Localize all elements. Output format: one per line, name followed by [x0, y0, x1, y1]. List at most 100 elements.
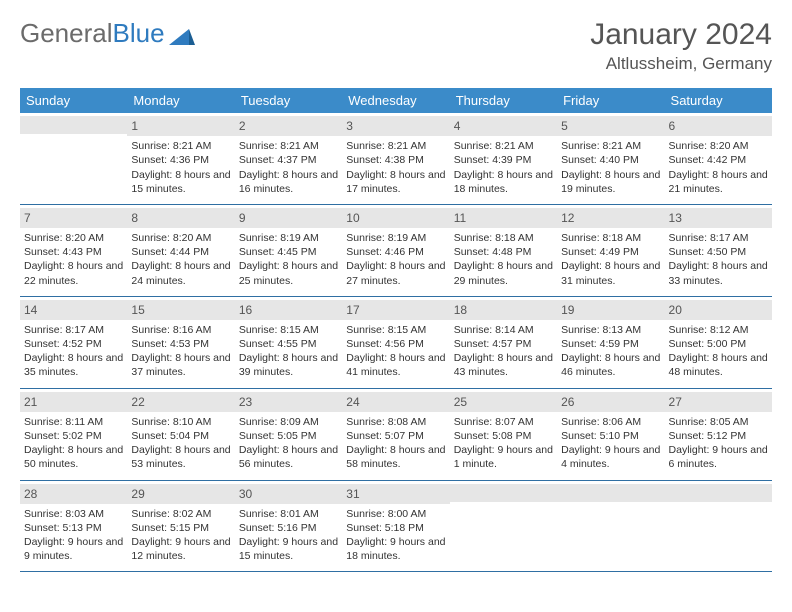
sunset-text: Sunset: 4:50 PM — [669, 245, 768, 259]
sunrise-text: Sunrise: 8:12 AM — [669, 323, 768, 337]
daylight-text: Daylight: 8 hours and 41 minutes. — [346, 351, 445, 379]
day-cell: 8Sunrise: 8:20 AMSunset: 4:44 PMDaylight… — [127, 205, 234, 296]
sunrise-text: Sunrise: 8:20 AM — [131, 231, 230, 245]
day-header: Tuesday — [235, 88, 342, 113]
day-number: 25 — [450, 392, 557, 412]
day-number — [665, 484, 772, 502]
day-header: Sunday — [20, 88, 127, 113]
day-cell — [20, 113, 127, 204]
sunrise-text: Sunrise: 8:19 AM — [239, 231, 338, 245]
daylight-text: Daylight: 8 hours and 15 minutes. — [131, 168, 230, 196]
day-number: 9 — [235, 208, 342, 228]
day-cell: 27Sunrise: 8:05 AMSunset: 5:12 PMDayligh… — [665, 389, 772, 480]
daylight-text: Daylight: 8 hours and 43 minutes. — [454, 351, 553, 379]
day-number: 6 — [665, 116, 772, 136]
daylight-text: Daylight: 8 hours and 16 minutes. — [239, 168, 338, 196]
day-cell: 29Sunrise: 8:02 AMSunset: 5:15 PMDayligh… — [127, 481, 234, 572]
day-header: Friday — [557, 88, 664, 113]
daylight-text: Daylight: 8 hours and 29 minutes. — [454, 259, 553, 287]
daylight-text: Daylight: 8 hours and 37 minutes. — [131, 351, 230, 379]
day-number: 1 — [127, 116, 234, 136]
day-number: 30 — [235, 484, 342, 504]
daylight-text: Daylight: 9 hours and 18 minutes. — [346, 535, 445, 563]
day-cell: 19Sunrise: 8:13 AMSunset: 4:59 PMDayligh… — [557, 297, 664, 388]
sunrise-text: Sunrise: 8:08 AM — [346, 415, 445, 429]
daylight-text: Daylight: 8 hours and 35 minutes. — [24, 351, 123, 379]
sunset-text: Sunset: 4:55 PM — [239, 337, 338, 351]
day-number: 5 — [557, 116, 664, 136]
sunset-text: Sunset: 5:07 PM — [346, 429, 445, 443]
location: Altlussheim, Germany — [590, 54, 772, 74]
day-cell: 22Sunrise: 8:10 AMSunset: 5:04 PMDayligh… — [127, 389, 234, 480]
logo-text-general: General — [20, 18, 113, 49]
day-cell — [450, 481, 557, 572]
sunrise-text: Sunrise: 8:20 AM — [669, 139, 768, 153]
daylight-text: Daylight: 8 hours and 53 minutes. — [131, 443, 230, 471]
day-number: 13 — [665, 208, 772, 228]
sunset-text: Sunset: 5:10 PM — [561, 429, 660, 443]
day-number: 21 — [20, 392, 127, 412]
day-number: 8 — [127, 208, 234, 228]
day-cell: 18Sunrise: 8:14 AMSunset: 4:57 PMDayligh… — [450, 297, 557, 388]
day-cell: 3Sunrise: 8:21 AMSunset: 4:38 PMDaylight… — [342, 113, 449, 204]
sunrise-text: Sunrise: 8:10 AM — [131, 415, 230, 429]
day-number: 7 — [20, 208, 127, 228]
week-row: 14Sunrise: 8:17 AMSunset: 4:52 PMDayligh… — [20, 297, 772, 389]
day-number: 26 — [557, 392, 664, 412]
daylight-text: Daylight: 8 hours and 33 minutes. — [669, 259, 768, 287]
day-cell: 26Sunrise: 8:06 AMSunset: 5:10 PMDayligh… — [557, 389, 664, 480]
logo-text-blue: Blue — [113, 18, 165, 49]
daylight-text: Daylight: 8 hours and 22 minutes. — [24, 259, 123, 287]
sunrise-text: Sunrise: 8:00 AM — [346, 507, 445, 521]
logo: GeneralBlue — [20, 18, 195, 49]
sunset-text: Sunset: 4:42 PM — [669, 153, 768, 167]
daylight-text: Daylight: 9 hours and 6 minutes. — [669, 443, 768, 471]
day-cell: 30Sunrise: 8:01 AMSunset: 5:16 PMDayligh… — [235, 481, 342, 572]
daylight-text: Daylight: 8 hours and 21 minutes. — [669, 168, 768, 196]
sunset-text: Sunset: 4:53 PM — [131, 337, 230, 351]
daylight-text: Daylight: 8 hours and 31 minutes. — [561, 259, 660, 287]
sunset-text: Sunset: 4:43 PM — [24, 245, 123, 259]
day-cell: 17Sunrise: 8:15 AMSunset: 4:56 PMDayligh… — [342, 297, 449, 388]
sunrise-text: Sunrise: 8:21 AM — [561, 139, 660, 153]
daylight-text: Daylight: 8 hours and 19 minutes. — [561, 168, 660, 196]
day-cell: 24Sunrise: 8:08 AMSunset: 5:07 PMDayligh… — [342, 389, 449, 480]
day-cell: 11Sunrise: 8:18 AMSunset: 4:48 PMDayligh… — [450, 205, 557, 296]
daylight-text: Daylight: 9 hours and 1 minute. — [454, 443, 553, 471]
sunset-text: Sunset: 4:40 PM — [561, 153, 660, 167]
sunset-text: Sunset: 5:02 PM — [24, 429, 123, 443]
daylight-text: Daylight: 9 hours and 4 minutes. — [561, 443, 660, 471]
day-cell: 12Sunrise: 8:18 AMSunset: 4:49 PMDayligh… — [557, 205, 664, 296]
day-cell: 1Sunrise: 8:21 AMSunset: 4:36 PMDaylight… — [127, 113, 234, 204]
day-number: 14 — [20, 300, 127, 320]
sunset-text: Sunset: 5:15 PM — [131, 521, 230, 535]
sunrise-text: Sunrise: 8:14 AM — [454, 323, 553, 337]
day-cell: 10Sunrise: 8:19 AMSunset: 4:46 PMDayligh… — [342, 205, 449, 296]
daylight-text: Daylight: 8 hours and 24 minutes. — [131, 259, 230, 287]
daylight-text: Daylight: 8 hours and 18 minutes. — [454, 168, 553, 196]
day-cell: 15Sunrise: 8:16 AMSunset: 4:53 PMDayligh… — [127, 297, 234, 388]
day-number: 22 — [127, 392, 234, 412]
daylight-text: Daylight: 8 hours and 17 minutes. — [346, 168, 445, 196]
daylight-text: Daylight: 8 hours and 50 minutes. — [24, 443, 123, 471]
sunrise-text: Sunrise: 8:13 AM — [561, 323, 660, 337]
daylight-text: Daylight: 9 hours and 9 minutes. — [24, 535, 123, 563]
daylight-text: Daylight: 8 hours and 46 minutes. — [561, 351, 660, 379]
sunrise-text: Sunrise: 8:01 AM — [239, 507, 338, 521]
sunrise-text: Sunrise: 8:18 AM — [561, 231, 660, 245]
day-number — [450, 484, 557, 502]
daylight-text: Daylight: 9 hours and 12 minutes. — [131, 535, 230, 563]
day-cell: 13Sunrise: 8:17 AMSunset: 4:50 PMDayligh… — [665, 205, 772, 296]
sunset-text: Sunset: 4:49 PM — [561, 245, 660, 259]
week-row: 1Sunrise: 8:21 AMSunset: 4:36 PMDaylight… — [20, 113, 772, 205]
day-number: 20 — [665, 300, 772, 320]
day-cell: 14Sunrise: 8:17 AMSunset: 4:52 PMDayligh… — [20, 297, 127, 388]
sunset-text: Sunset: 5:08 PM — [454, 429, 553, 443]
sunset-text: Sunset: 4:57 PM — [454, 337, 553, 351]
sunrise-text: Sunrise: 8:18 AM — [454, 231, 553, 245]
sunrise-text: Sunrise: 8:17 AM — [24, 323, 123, 337]
day-number: 24 — [342, 392, 449, 412]
day-number: 19 — [557, 300, 664, 320]
day-cell: 5 Sunrise: 8:21 AMSunset: 4:40 PMDaylight… — [557, 113, 664, 204]
sunrise-text: Sunrise: 8:20 AM — [24, 231, 123, 245]
